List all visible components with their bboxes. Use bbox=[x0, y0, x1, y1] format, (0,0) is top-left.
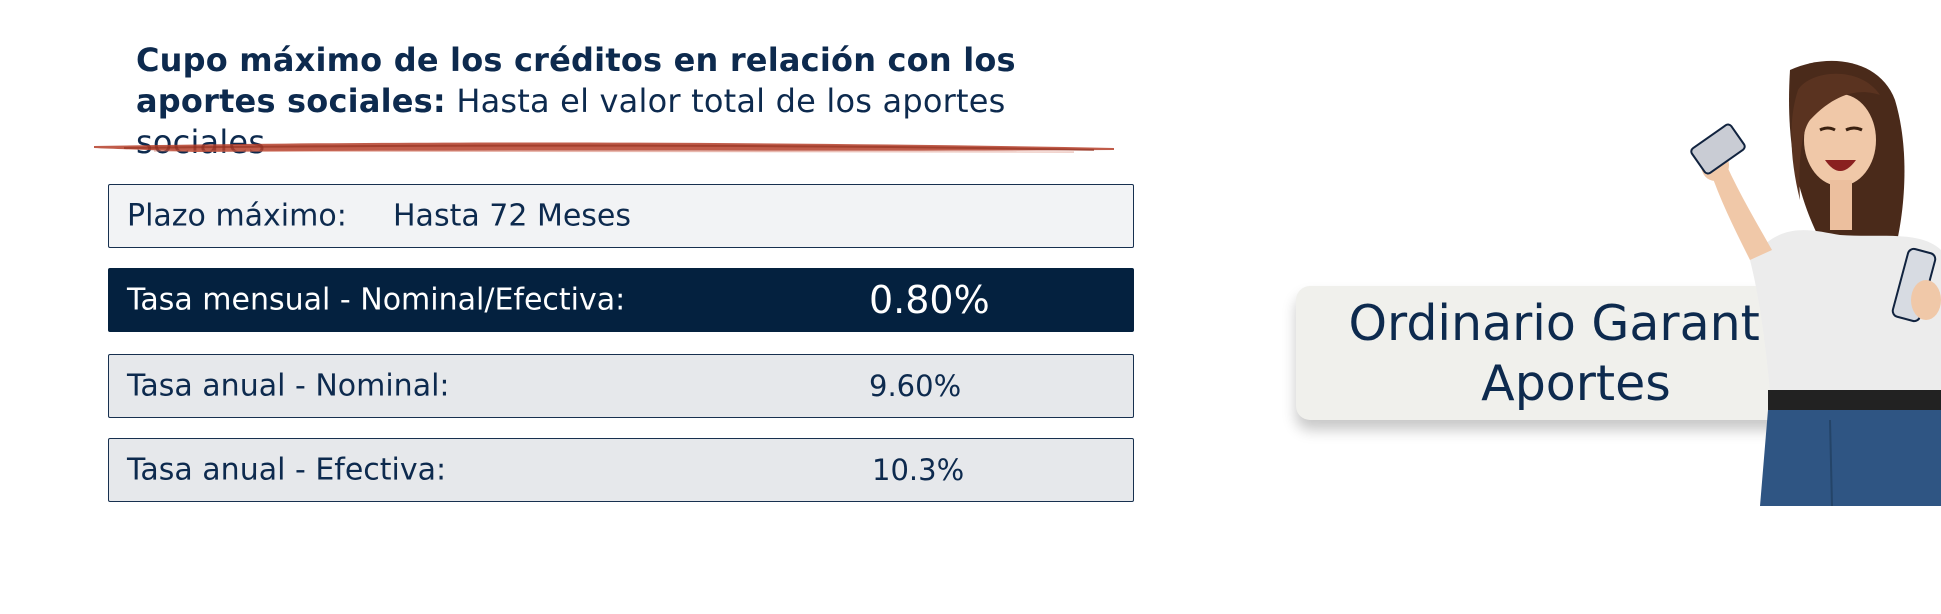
row-value: Hasta 72 Meses bbox=[393, 198, 632, 234]
heading-regular-part: Hasta el valor total de los aportes soci… bbox=[136, 82, 1006, 161]
heading: Cupo máximo de los créditos en relación … bbox=[136, 40, 1136, 163]
row-label: Tasa anual - Nominal: bbox=[127, 368, 450, 404]
row-label: Tasa mensual - Nominal/Efectiva: bbox=[127, 282, 626, 318]
smiling-woman-photo bbox=[1690, 60, 1941, 506]
row-value: 0.80% bbox=[869, 278, 990, 322]
row-label: Plazo máximo: bbox=[127, 198, 347, 234]
product-name-line1: Ordinario Garantía bbox=[1348, 295, 1804, 352]
row-label: Tasa anual - Efectiva: bbox=[127, 452, 447, 488]
product-name-card: Ordinario Garantía Aportes bbox=[1296, 286, 1856, 420]
row-plazo-maximo: Plazo máximo: Hasta 72 Meses bbox=[108, 184, 1134, 248]
row-tasa-anual-efectiva: Tasa anual - Efectiva: 10.3% bbox=[108, 438, 1134, 502]
row-value: 9.60% bbox=[869, 369, 962, 403]
row-value: 10.3% bbox=[872, 453, 965, 487]
heading-bold-part: Cupo máximo de los créditos en relación … bbox=[136, 41, 1016, 120]
row-tasa-anual-nominal: Tasa anual - Nominal: 9.60% bbox=[108, 354, 1134, 418]
row-tasa-mensual: Tasa mensual - Nominal/Efectiva: 0.80% bbox=[108, 268, 1134, 332]
product-name-line2: Aportes bbox=[1481, 355, 1671, 412]
brush-stroke-divider bbox=[94, 142, 1114, 153]
